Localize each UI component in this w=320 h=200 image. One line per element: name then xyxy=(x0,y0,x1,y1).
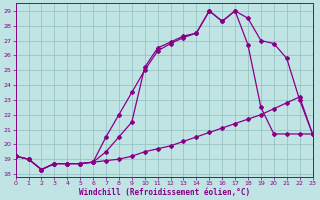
X-axis label: Windchill (Refroidissement éolien,°C): Windchill (Refroidissement éolien,°C) xyxy=(78,188,250,197)
